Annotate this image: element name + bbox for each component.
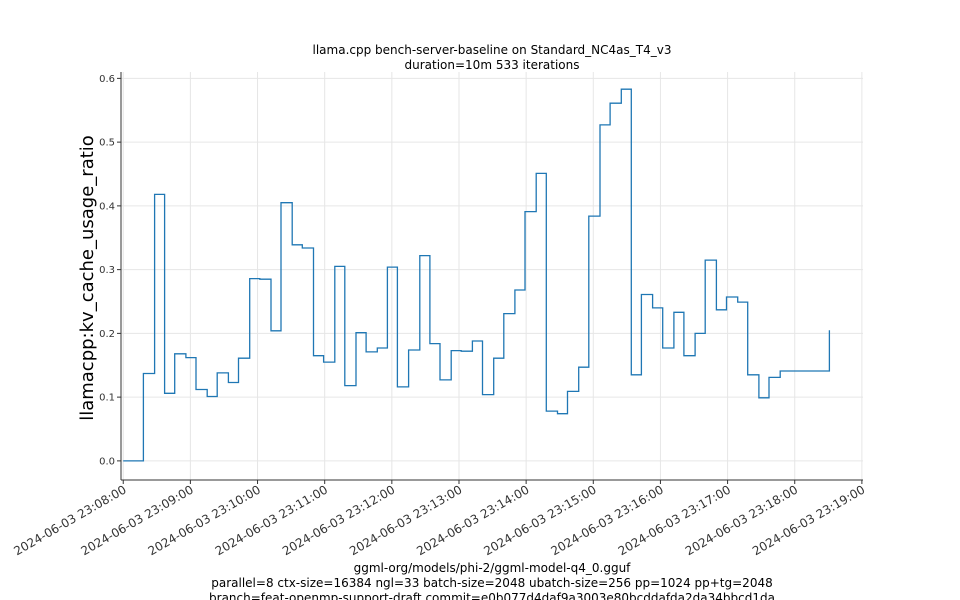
y-tick-label: 0.5 (99, 138, 115, 149)
x-tick-label: 2024-06-03 23:12:00 (280, 482, 397, 558)
x-tick-label: 2024-06-03 23:11:00 (213, 482, 330, 558)
series-layer (123, 88, 831, 462)
y-tick-label: 0.1 (99, 393, 115, 404)
x-tick-label: 2024-06-03 23:17:00 (616, 482, 733, 558)
chart-title: llama.cpp bench-server-baseline on Stand… (313, 43, 672, 57)
x-tick-label: 2024-06-03 23:09:00 (79, 482, 196, 558)
y-tick-label: 0.6 (99, 74, 115, 85)
y-tick-label: 0.0 (99, 456, 115, 467)
y-tick-label: 0.2 (99, 329, 115, 340)
x-axis-label-line-3: branch=feat-openmp-support-draft commit=… (209, 591, 775, 600)
x-tick-label: 2024-06-03 23:10:00 (146, 482, 263, 558)
grid (121, 72, 863, 480)
x-tick-label: 2024-06-03 23:14:00 (414, 482, 531, 558)
y-axis-ticks: 0.0 0.1 0.2 0.3 0.4 0.5 0.6 (99, 74, 121, 467)
y-tick-label: 0.3 (99, 265, 115, 276)
x-axis-label-line-2: parallel=8 ctx-size=16384 ngl=33 batch-s… (211, 576, 772, 590)
chart-subtitle: duration=10m 533 iterations (405, 58, 580, 72)
x-tick-label: 2024-06-03 23:18:00 (683, 482, 800, 558)
x-tick-label: 2024-06-03 23:16:00 (549, 482, 666, 558)
series-line (123, 88, 831, 462)
x-tick-label: 2024-06-03 23:08:00 (11, 482, 128, 558)
y-axis-label: llamacpp:kv_cache_usage_ratio (77, 135, 98, 421)
x-tick-label: 2024-06-03 23:13:00 (347, 482, 464, 558)
x-tick-label: 2024-06-03 23:15:00 (481, 482, 598, 558)
x-tick-label: 2024-06-03 23:19:00 (750, 482, 867, 558)
x-axis-label-line-1: ggml-org/models/phi-2/ggml-model-q4_0.gg… (354, 561, 632, 575)
axes (120, 72, 863, 481)
y-tick-label: 0.4 (99, 201, 115, 212)
